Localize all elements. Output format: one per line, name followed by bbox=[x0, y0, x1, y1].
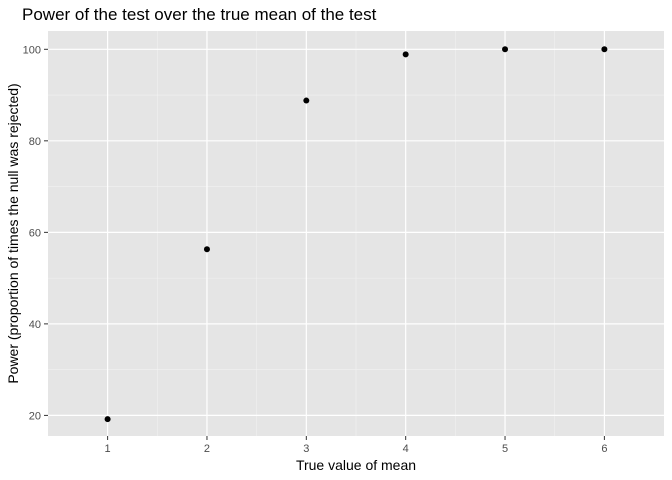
grid-major bbox=[48, 31, 664, 436]
y-tick-label: 40 bbox=[29, 319, 41, 331]
x-tick-label: 4 bbox=[403, 443, 409, 455]
data-point bbox=[601, 46, 608, 53]
y-tick-label: 100 bbox=[23, 44, 41, 56]
data-point bbox=[303, 97, 310, 104]
x-tick-label: 3 bbox=[303, 443, 309, 455]
x-tick-label: 6 bbox=[601, 443, 607, 455]
x-tick-label: 1 bbox=[105, 443, 111, 455]
x-axis-ticks: 1 2 3 4 5 6 bbox=[105, 436, 607, 455]
data-point bbox=[402, 51, 409, 58]
y-axis-label: Power (proportion of times the null was … bbox=[5, 83, 21, 383]
data-points bbox=[104, 46, 608, 423]
data-point bbox=[203, 246, 210, 253]
y-tick-label: 80 bbox=[29, 136, 41, 148]
x-tick-label: 2 bbox=[204, 443, 210, 455]
data-point bbox=[104, 416, 111, 423]
x-tick-label: 5 bbox=[502, 443, 508, 455]
y-tick-label: 20 bbox=[29, 410, 41, 422]
y-tick-label: 60 bbox=[29, 227, 41, 239]
data-point bbox=[502, 46, 509, 53]
grid-minor bbox=[48, 31, 664, 436]
x-axis-label: True value of mean bbox=[296, 457, 416, 473]
y-axis-ticks: 20 40 60 80 100 bbox=[23, 44, 48, 422]
chart-title: Power of the test over the true mean of … bbox=[22, 5, 377, 24]
